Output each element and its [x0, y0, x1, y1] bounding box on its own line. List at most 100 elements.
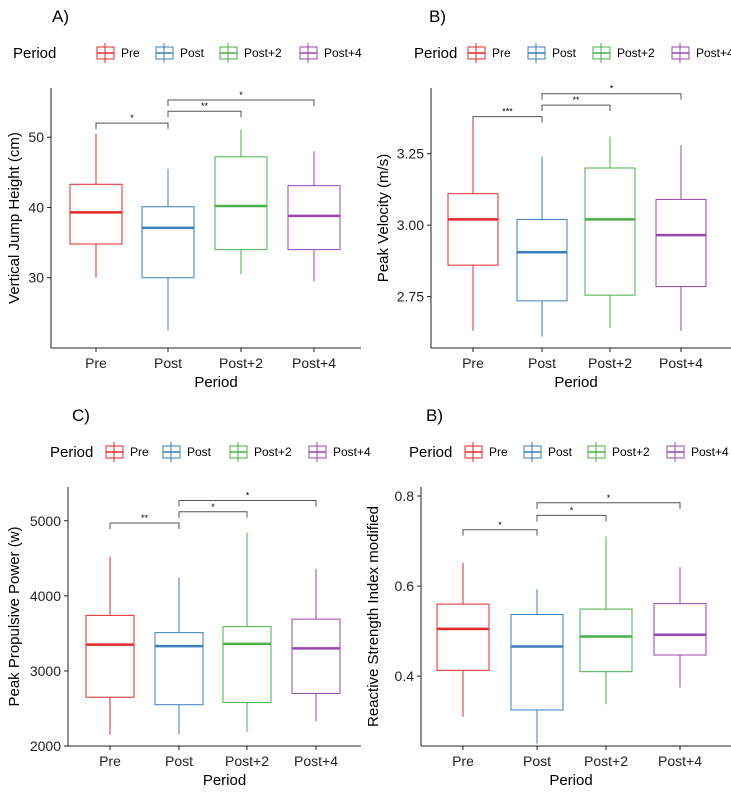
significance-label: * [570, 505, 574, 515]
x-tick-label: Post+2 [225, 753, 269, 769]
legend: Period Pre Post Post+2 Post+4 [13, 43, 362, 63]
y-tick-label: 30 [28, 270, 44, 286]
y-axis-title: Peak Velocity (m/s) [375, 154, 392, 282]
significance-bracket: ** [167, 101, 242, 118]
y-tick-label: 3000 [30, 663, 61, 679]
legend: Period Pre Post Post+2 Post+4 [414, 43, 731, 63]
x-tick-label: Post+4 [294, 753, 338, 769]
y-tick-label: 0.8 [395, 488, 415, 504]
iqr-box [214, 156, 268, 251]
boxplot-postplus2 [584, 136, 636, 328]
bracket-line [178, 500, 317, 507]
boxplot-postplus4 [655, 145, 707, 331]
legend-key-pre [464, 442, 483, 462]
x-tick-label: Post+2 [584, 753, 628, 769]
boxplot-post [141, 168, 195, 331]
boxplot-postplus2 [579, 536, 633, 705]
significance-label: * [610, 84, 614, 94]
panel-3: C) Period Pre Post Post+2 Post+4 2000 3000 4000 5… [6, 406, 371, 789]
legend-label: Post [187, 445, 212, 459]
iqr-box [222, 626, 272, 703]
legend-label: Pre [121, 46, 140, 60]
significance-label: * [607, 493, 611, 503]
bracket-line [167, 99, 315, 106]
legend-label: Pre [492, 46, 511, 60]
legend-label: Post [548, 445, 573, 459]
legend-label: Post+2 [254, 445, 292, 459]
panel-label: B) [429, 7, 446, 26]
bracket-line [472, 116, 543, 123]
boxplot-post [516, 156, 568, 337]
bracket-line [178, 511, 248, 518]
y-tick-label: 2000 [30, 738, 61, 754]
boxplot-post [154, 577, 204, 734]
boxplot-postplus4 [287, 151, 341, 282]
iqr-box [436, 603, 490, 671]
x-axis-title: Period [194, 374, 237, 391]
legend-label: Post+2 [612, 445, 650, 459]
x-tick-label: Pre [85, 355, 107, 371]
legend-label: Pre [489, 445, 508, 459]
iqr-box [447, 193, 499, 266]
legend-key-postplus2 [229, 442, 248, 462]
legend-key-post [162, 442, 181, 462]
significance-label: ** [201, 101, 209, 111]
x-tick-label: Pre [452, 753, 474, 769]
boxplot-postplus4 [291, 568, 341, 722]
panel-1: A) Period Pre Post Post+2 Post+4 30 40 50 Pre Post… [6, 7, 362, 391]
y-tick-label: 0.6 [395, 578, 415, 594]
panel-4: B) Period Pre Post Post+2 Post+4 0.4 0.6 0.8 Pre P… [365, 406, 731, 789]
significance-label: * [239, 90, 243, 100]
legend-label: Post+2 [244, 46, 282, 60]
legend-key-postplus2 [219, 43, 238, 63]
significance-bracket: *** [472, 107, 543, 123]
iqr-box [655, 198, 707, 288]
significance-label: ** [141, 513, 149, 523]
iqr-box [653, 603, 707, 656]
iqr-box [85, 614, 135, 698]
iqr-box [141, 206, 195, 279]
legend-key-postplus4 [308, 442, 327, 462]
legend: Period Pre Post Post+2 Post+4 [409, 442, 729, 462]
panel-label: B) [426, 406, 443, 425]
x-axis-title: Period [203, 772, 246, 789]
significance-bracket: * [95, 113, 169, 130]
x-tick-label: Pre [462, 355, 484, 371]
legend-title: Period [409, 444, 452, 461]
boxplot-post [510, 589, 564, 744]
significance-label: * [246, 491, 250, 501]
significance-label: *** [502, 107, 513, 117]
boxplot-pre [436, 562, 490, 717]
boxplot-postplus2 [222, 532, 272, 732]
x-tick-label: Post+4 [292, 355, 336, 371]
panel-label: C) [72, 406, 90, 425]
y-tick-label: 3.00 [397, 217, 424, 233]
legend-title: Period [414, 45, 457, 62]
y-tick-label: 0.4 [395, 668, 415, 684]
legend-label: Post+2 [617, 46, 655, 60]
bracket-line [536, 502, 681, 509]
iqr-box [579, 608, 633, 673]
significance-label: * [211, 502, 215, 512]
legend-title: Period [13, 45, 56, 62]
iqr-box [291, 618, 341, 694]
significance-bracket: * [536, 505, 607, 522]
y-tick-label: 40 [28, 199, 44, 215]
significance-label: * [498, 520, 502, 530]
iqr-box [287, 185, 341, 251]
y-axis-title: Peak Propulsive Power (w) [6, 526, 23, 706]
iqr-box [154, 632, 204, 706]
legend-title: Period [50, 444, 93, 461]
x-tick-label: Post+4 [659, 355, 703, 371]
significance-label: ** [572, 95, 580, 105]
y-tick-label: 50 [28, 129, 44, 145]
boxplot-pre [85, 556, 135, 735]
x-tick-label: Post [154, 355, 182, 371]
bracket-line [541, 93, 682, 100]
x-tick-label: Post+4 [658, 753, 702, 769]
legend-label: Post [180, 46, 205, 60]
iqr-box [510, 613, 564, 711]
significance-bracket: * [541, 84, 682, 100]
significance-bracket: * [178, 502, 248, 518]
